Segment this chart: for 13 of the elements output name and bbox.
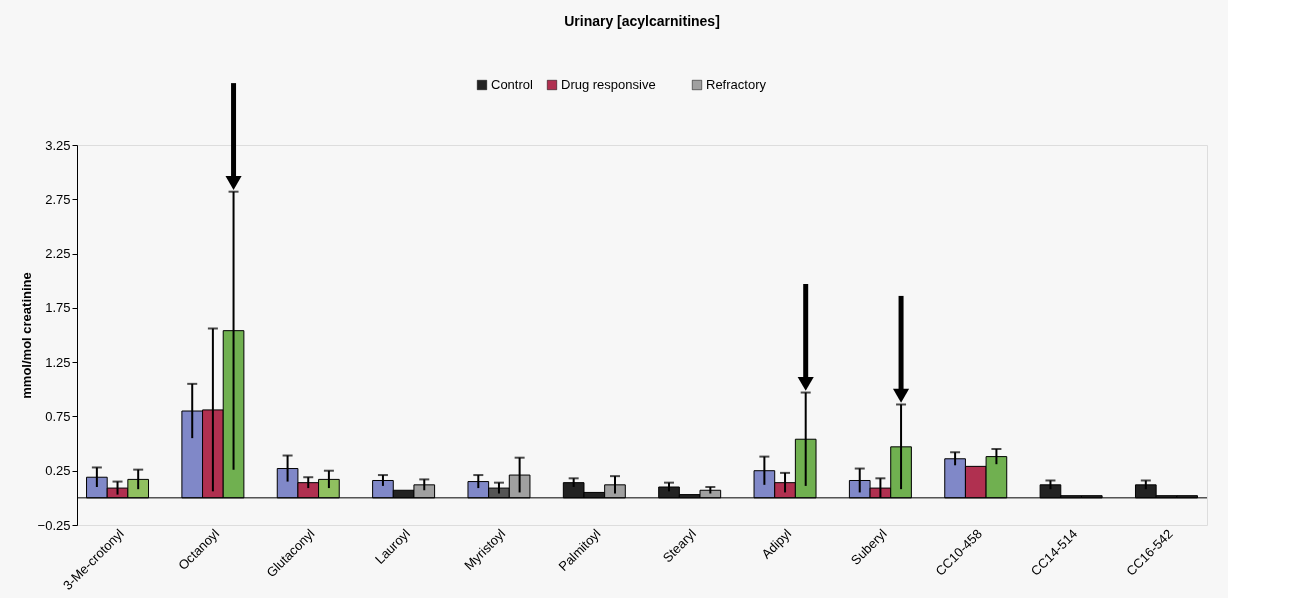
y-tick-label: 1.75 bbox=[45, 300, 71, 316]
y-tick-label: 3.25 bbox=[45, 137, 71, 153]
y-axis-title: mmol/mol creatinine bbox=[18, 272, 34, 399]
y-tick-label: 0.25 bbox=[45, 463, 71, 479]
legend-label: Drug responsive bbox=[561, 77, 656, 92]
chart-title: Urinary [acylcarnitines] bbox=[564, 13, 720, 29]
y-tick-label: −0.25 bbox=[37, 517, 71, 533]
y-tick-label: 1.25 bbox=[45, 354, 71, 370]
y-tick-label: 2.75 bbox=[45, 191, 71, 207]
y-tick-label: 0.75 bbox=[45, 408, 71, 424]
y-tick-label: 2.25 bbox=[45, 246, 71, 262]
legend-label: Refractory bbox=[706, 77, 767, 92]
legend-label: Control bbox=[491, 77, 534, 92]
